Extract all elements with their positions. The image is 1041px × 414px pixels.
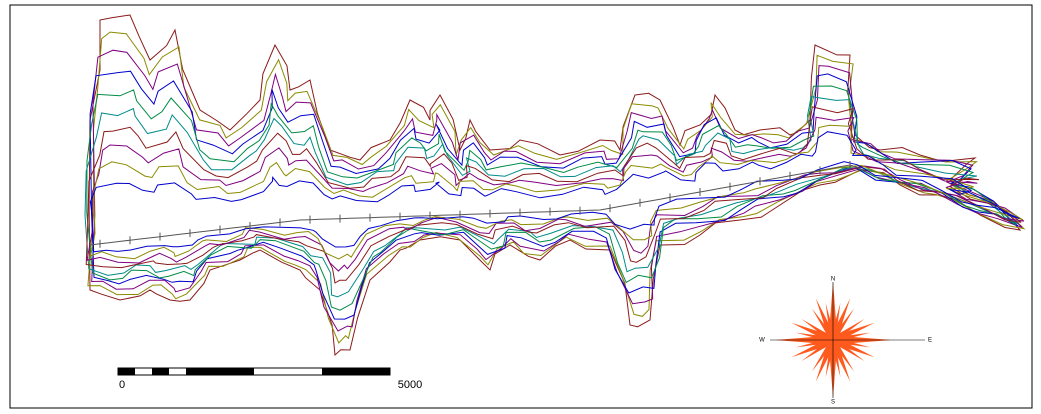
compass-label: N: [831, 277, 835, 283]
compass-label: W: [759, 338, 765, 344]
scale-bar-segment: [322, 368, 390, 375]
scale-bar-segment: [118, 368, 135, 375]
map: 0 5000 N W E S: [0, 0, 1041, 414]
compass-label: S: [831, 400, 835, 406]
map-frame: [10, 5, 1032, 408]
scale-label: 5000: [398, 379, 422, 391]
scale-label: 0: [119, 379, 125, 391]
compass-label: E: [928, 338, 932, 344]
page: 0 5000 N W E S (() => { const data = JSO…: [0, 0, 1041, 414]
scale-bar-segment: [186, 368, 254, 375]
scale-bar-segment: [152, 368, 169, 375]
